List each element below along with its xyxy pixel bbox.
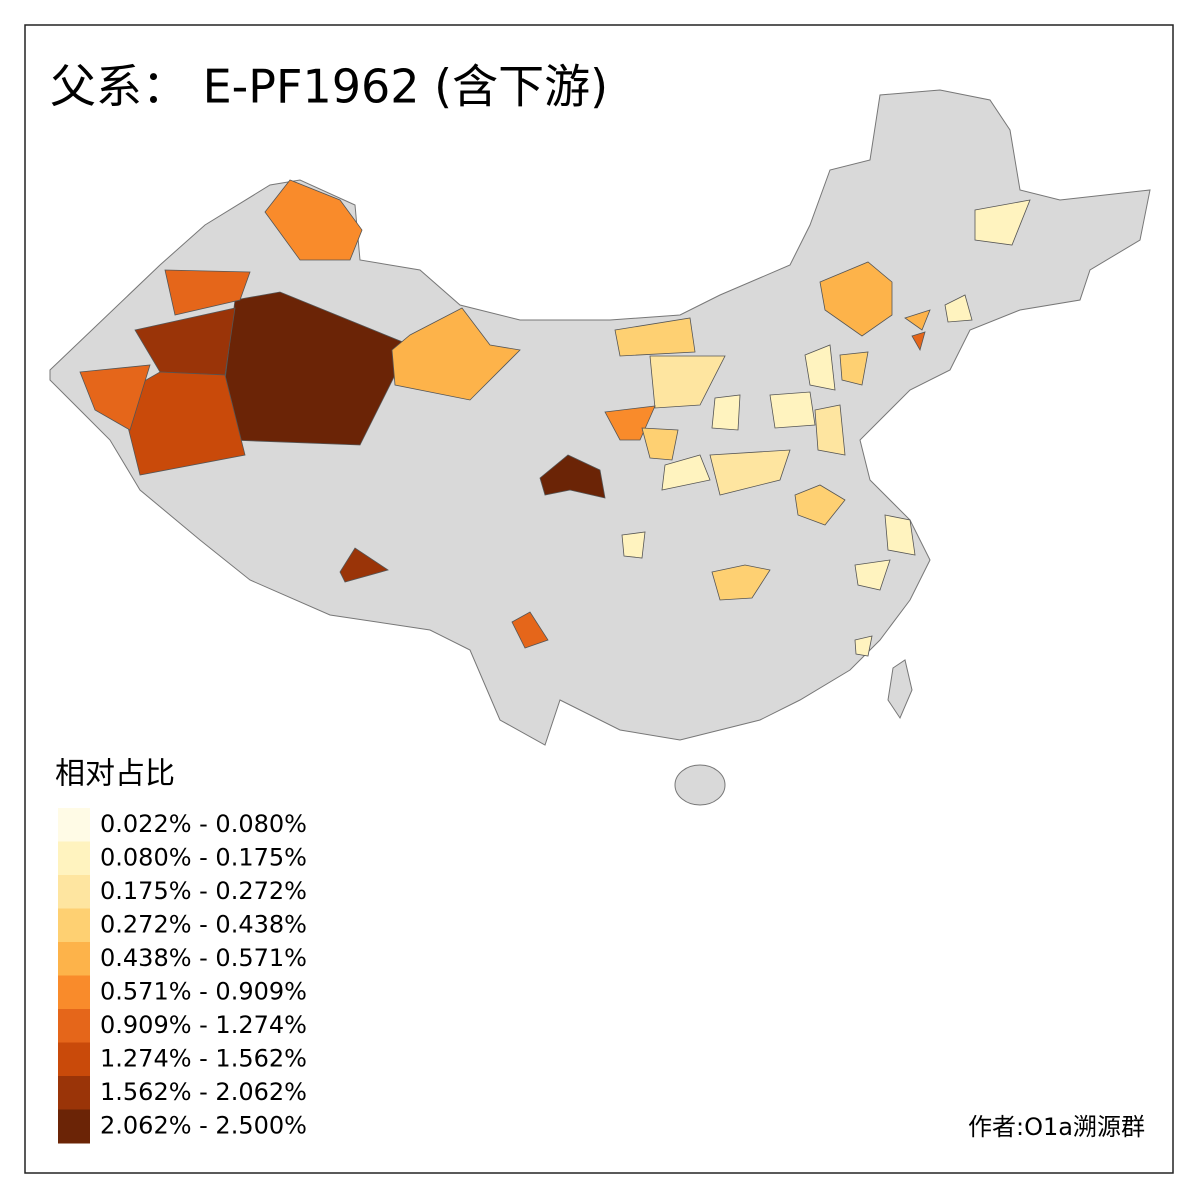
legend-swatch (58, 1076, 90, 1110)
region (711, 394, 741, 431)
legend-swatch (58, 808, 90, 842)
legend-label: 0.272% - 0.438% (100, 910, 307, 938)
region (974, 199, 1031, 246)
island (674, 764, 726, 806)
region (621, 531, 646, 559)
region (164, 269, 251, 316)
region (391, 307, 521, 401)
legend-swatch (58, 975, 90, 1010)
legend-label: 0.080% - 0.175% (100, 843, 307, 871)
region (804, 344, 836, 391)
legend-swatch (58, 908, 90, 943)
legend-label: 0.438% - 0.571% (100, 944, 307, 972)
region (854, 559, 891, 591)
region (79, 364, 151, 431)
region (794, 484, 846, 526)
region (709, 449, 791, 496)
region (839, 351, 869, 386)
region (944, 294, 973, 323)
region (711, 564, 771, 601)
region (614, 317, 696, 357)
region (604, 405, 656, 441)
island (887, 659, 913, 720)
region (511, 611, 549, 649)
legend-swatch (58, 875, 90, 909)
legend-title: 相对占比 (55, 757, 175, 792)
legend: 0.022% - 0.080% 0.080% - 0.175% 0.175% - 0… (58, 808, 307, 1144)
legend-label: 2.062% - 2.500% (100, 1111, 307, 1139)
region (641, 427, 679, 461)
credit: 作者:O1a溯源群 (968, 1113, 1145, 1141)
legend-label: 1.274% - 1.562% (100, 1044, 307, 1072)
region (819, 261, 893, 337)
legend-swatch (58, 1009, 90, 1043)
region (661, 454, 711, 491)
region (911, 331, 926, 352)
legend-swatch (58, 942, 90, 976)
legend-swatch (58, 1042, 90, 1077)
region (769, 391, 816, 429)
region (264, 179, 363, 261)
legend-label: 1.562% - 2.062% (100, 1078, 307, 1106)
legend-label: 0.571% - 0.909% (100, 977, 307, 1005)
legend-label: 0.909% - 1.274% (100, 1011, 307, 1039)
region (854, 635, 873, 657)
legend-swatch (58, 1109, 90, 1144)
legend-label: 0.175% - 0.272% (100, 877, 307, 905)
legend-label: 0.022% - 0.080% (100, 810, 307, 838)
region (884, 514, 916, 556)
region (814, 404, 846, 456)
region (904, 309, 931, 331)
region (339, 547, 389, 583)
region (119, 371, 246, 476)
region (649, 355, 726, 409)
map (49, 89, 1151, 806)
legend-swatch (58, 841, 90, 876)
map-title: 父系： E-PF1962 (含下游) (50, 60, 608, 114)
region (539, 454, 606, 499)
